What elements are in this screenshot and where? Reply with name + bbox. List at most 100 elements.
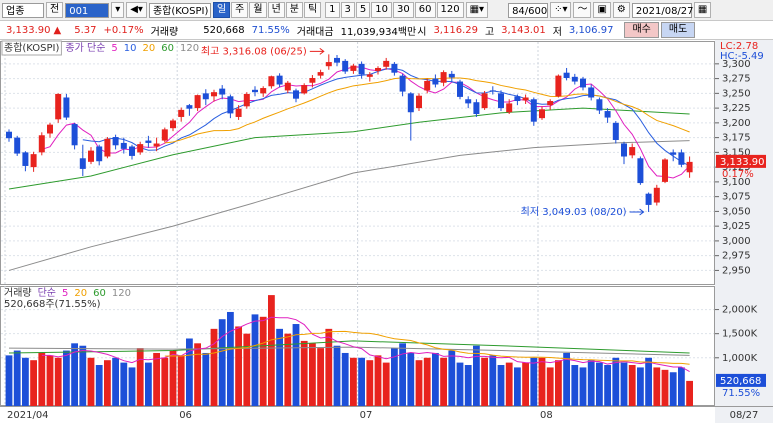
candle-body <box>334 57 340 63</box>
volume-bar <box>522 362 529 406</box>
volume-bar <box>538 357 546 406</box>
volume-bar <box>251 314 259 406</box>
candle-body <box>407 93 414 113</box>
interval-button[interactable]: 10 <box>371 2 393 18</box>
date-field[interactable]: 2021/08/27 <box>631 2 694 18</box>
legend-label: 종가 단순 <box>65 42 105 54</box>
candle-body <box>489 90 496 92</box>
legend-label: 10 <box>124 43 137 54</box>
volume-bar <box>440 357 447 406</box>
volume-bar <box>194 343 201 406</box>
period-button[interactable]: 주 <box>231 2 249 18</box>
volume-bar <box>382 362 390 406</box>
sell-button[interactable]: 매도 <box>660 22 696 38</box>
candle-body <box>79 158 86 169</box>
interval-button[interactable]: 120 <box>436 2 464 18</box>
axis-area <box>715 40 773 423</box>
candle-body <box>375 67 381 71</box>
volume-ma-line <box>164 330 690 365</box>
period-button[interactable]: 년 <box>267 2 285 18</box>
candle-body <box>653 187 660 203</box>
icon-button[interactable]: 〜 <box>573 2 592 18</box>
volume-ma-line <box>41 316 690 373</box>
candle-body <box>317 72 324 76</box>
interval-group: 1 3 5 10 30 60 120 <box>325 2 464 18</box>
candle-body <box>235 108 242 117</box>
name-field: 종합(KOSPI) <box>148 2 211 18</box>
volume-bar <box>669 372 677 406</box>
x-tick-label: 06 <box>179 410 192 421</box>
candle-body <box>30 154 37 168</box>
high: 3,143.01 <box>501 24 546 36</box>
icon-button[interactable]: ⁘▾ <box>550 2 572 18</box>
calendar-button[interactable]: ▦ <box>693 2 712 18</box>
candle-body <box>588 87 595 98</box>
volume-bar <box>284 333 292 406</box>
volume-bar <box>317 348 324 406</box>
candle-body <box>686 161 693 173</box>
tool-button[interactable]: ▦▾ <box>465 2 489 18</box>
volume-bar <box>38 352 46 406</box>
price-marker-pct: 0.17% <box>722 169 754 180</box>
search-button[interactable]: ▾ <box>111 2 125 18</box>
buy-button[interactable]: 매수 <box>624 22 659 38</box>
volume-bar <box>63 350 70 406</box>
volume-bar <box>374 355 382 406</box>
volume-bar <box>415 360 423 406</box>
volume-bar <box>120 362 128 406</box>
x-tick-label: 2021/04 <box>7 410 49 421</box>
interval-button[interactable]: 60 <box>414 2 436 18</box>
volume-bar <box>604 365 611 406</box>
period-button[interactable]: 월 <box>249 2 267 18</box>
candle-body <box>63 97 70 118</box>
candle-body <box>268 76 275 87</box>
prev-button[interactable]: ◀▾ <box>126 2 147 18</box>
interval-button[interactable]: 5 <box>355 2 371 18</box>
candle-body <box>547 101 554 106</box>
volume-pct: 71.55% <box>251 24 290 36</box>
volume-bar <box>423 357 431 406</box>
candle-body <box>350 65 357 71</box>
candle-body <box>465 99 472 104</box>
volume-bar <box>276 328 283 406</box>
candle-body <box>662 159 668 182</box>
info-bar: 3,133.90 ▲ 5.37 +0.17% 거래량 520,668 71.55… <box>0 21 773 40</box>
settings-button[interactable]: ⚙ <box>612 2 630 18</box>
volume-bar <box>686 380 693 406</box>
interval-button[interactable]: 3 <box>340 2 355 18</box>
price-panel <box>0 41 715 285</box>
candle-body <box>170 120 176 129</box>
open: 3,116.29 <box>433 24 478 36</box>
period-button[interactable]: 분 <box>285 2 303 18</box>
volume-bar <box>546 367 554 406</box>
scope-button[interactable]: 전 <box>46 2 64 18</box>
volume-bar <box>489 355 497 406</box>
volume-bar <box>678 367 685 406</box>
label: 고 <box>484 26 495 38</box>
candle-body <box>514 96 521 102</box>
candle-body <box>555 75 562 97</box>
candle-body <box>580 78 586 88</box>
volume-bar <box>79 345 87 406</box>
period-button[interactable]: 일 <box>212 2 231 18</box>
interval-button[interactable]: 30 <box>393 2 414 18</box>
candle-body <box>645 193 652 205</box>
candle-body <box>563 72 570 79</box>
legend-box <box>1 40 62 56</box>
volume-bar <box>399 343 406 406</box>
icon-button[interactable]: ▣ <box>593 2 611 18</box>
candle-body <box>621 143 627 157</box>
y-tick-label: 2,000K <box>722 305 758 316</box>
candle-body <box>211 92 217 97</box>
code-input[interactable]: 001 <box>65 2 110 18</box>
candle-body <box>153 143 160 147</box>
volume-bar <box>13 350 21 406</box>
y-tick-label: 3,075 <box>722 192 751 203</box>
period-button[interactable]: 틱 <box>303 2 322 18</box>
change-pct: +0.17% <box>103 24 144 36</box>
legend-label: 60 <box>93 288 106 299</box>
interval-button[interactable]: 1 <box>325 2 340 18</box>
market-select[interactable]: 업종 <box>2 2 44 18</box>
candle-body <box>276 75 283 85</box>
